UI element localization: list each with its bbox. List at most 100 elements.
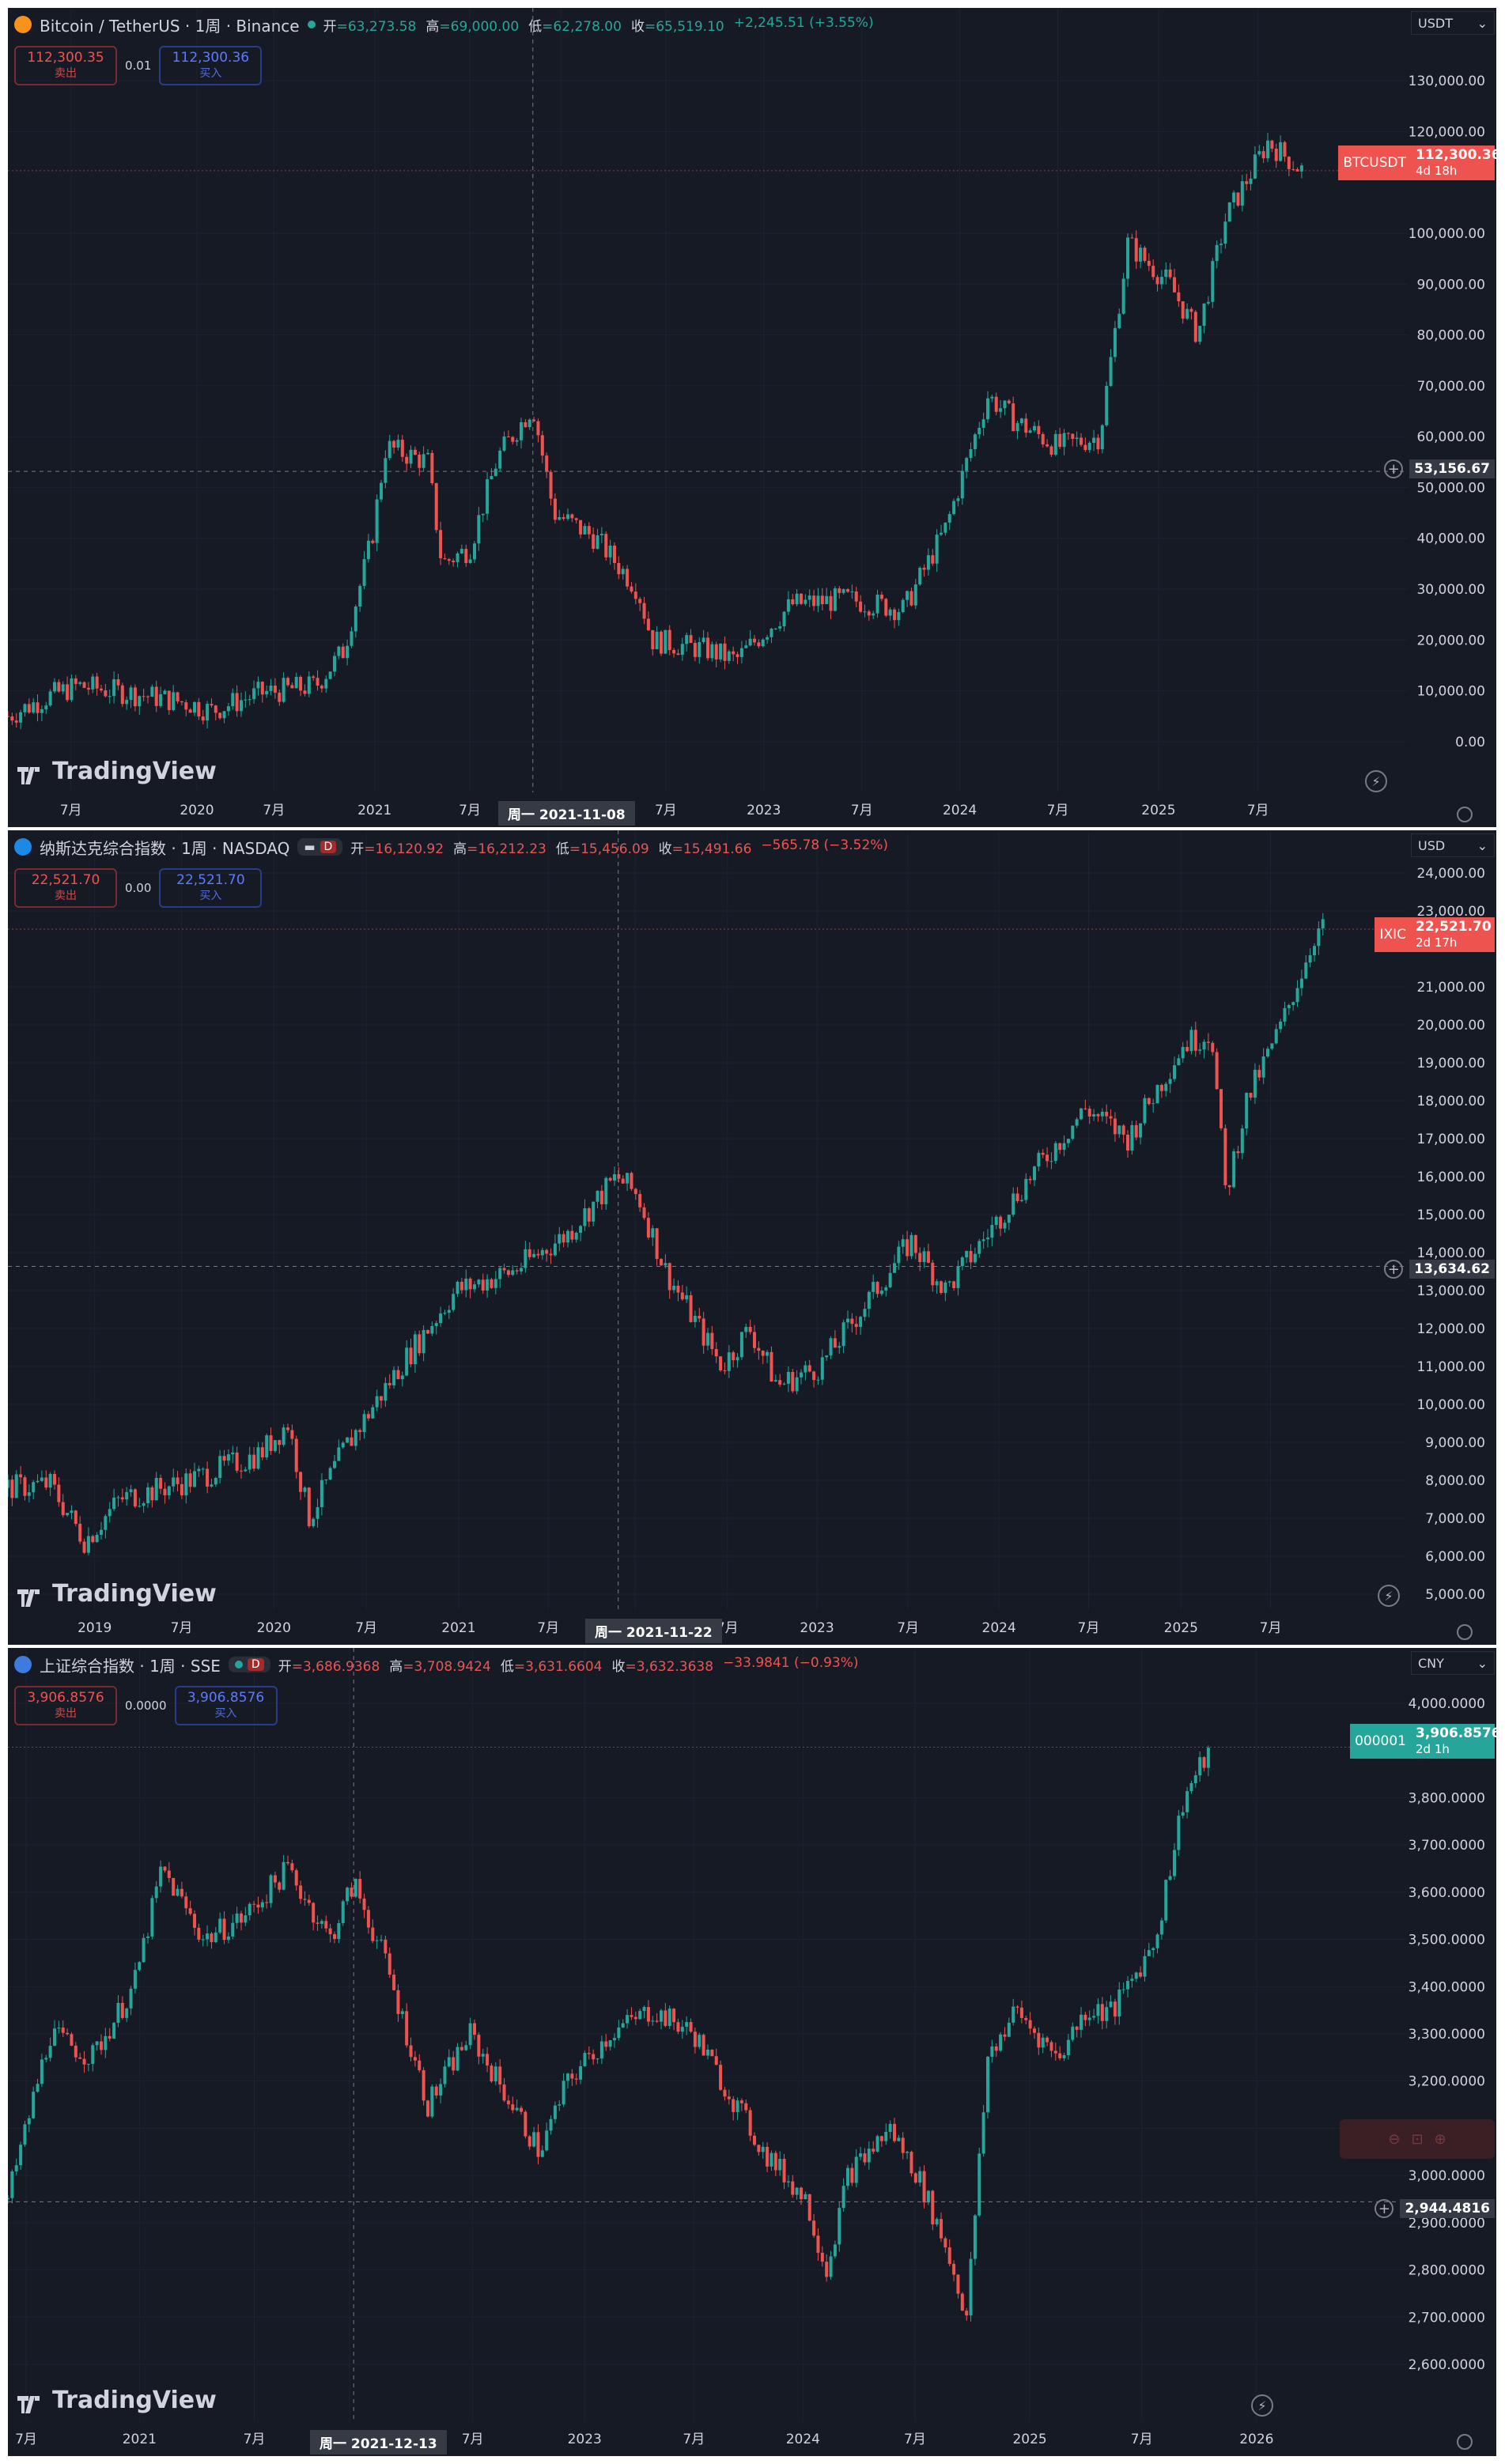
lightning-icon[interactable]: ⚡ [1378,1585,1400,1607]
candlestick-chart[interactable]: 4,000.0000 3,800.0000 3,700.0000 3,600.0000… [8,1648,1496,2456]
candle-body [931,2190,935,2224]
market-status-dot[interactable] [307,21,316,28]
zoom-controls[interactable]: ⊖ ⊡ ⊕ [1340,2119,1495,2159]
y-tick-label: 15,000.00 [1416,1207,1485,1223]
x-tick-label: 2024 [982,1620,1016,1636]
candle-body [1274,1029,1278,1044]
add-alert-icon[interactable]: + [1375,2199,1394,2218]
nasdaq-icon[interactable] [14,838,32,856]
candle-body [10,716,14,721]
candle-body [506,436,510,438]
candle-body [40,2059,43,2084]
candle-body [53,2028,56,2046]
candle-body [396,1990,400,2014]
symbol-title[interactable]: 纳斯达克综合指数 · 1周 · NASDAQ [40,838,290,858]
buy-button[interactable]: 22,521.70 买入 [159,868,263,908]
candle-body [608,546,612,557]
candle-body [698,2035,701,2047]
chart-panel-sse[interactable]: 4,000.0000 3,800.0000 3,700.0000 3,600.0000… [8,1648,1496,2456]
candle-body [468,2023,472,2046]
lightning-icon[interactable]: ⚡ [1365,770,1387,792]
candle-body [100,2041,103,2050]
candle-body [829,595,833,611]
candlestick-chart[interactable]: 24,000.00 23,000.00 21,000.00 20,000.00 19,0… [8,830,1496,1645]
candle-body [53,682,56,692]
candle-body [1037,425,1041,435]
candle-body [1168,1876,1172,1880]
sell-button[interactable]: 22,521.70 卖出 [14,868,117,908]
candle-body [664,1263,667,1266]
candle-body [770,1351,773,1382]
settings-icon[interactable] [1457,2434,1473,2450]
candle-body [633,591,637,599]
candle-body [1033,1166,1036,1181]
candle-body [303,1487,307,1492]
candle-body [452,1294,456,1310]
candle-body [260,1902,264,1908]
settings-icon[interactable] [1457,1624,1473,1640]
candle-body [409,2045,413,2058]
candle-body [1151,1103,1155,1105]
candlestick-chart[interactable]: 130,000.00 120,000.00 100,000.00 90,000.00 8… [8,8,1496,827]
candle-body [1015,1193,1019,1201]
currency-select[interactable]: USD ⌄ [1411,833,1495,857]
sell-button[interactable]: 112,300.35 卖出 [14,46,117,85]
candle-body [638,1193,642,1207]
candle-body [1261,151,1265,159]
currency-select[interactable]: USDT ⌄ [1411,11,1495,35]
add-alert-icon[interactable]: + [1384,1260,1404,1279]
candle-body [27,1492,31,1496]
candle-body [812,595,816,607]
candle-body [621,1178,625,1184]
candle-body [333,656,336,672]
candle-body [502,1268,506,1271]
data-status-badge[interactable]: D [228,1657,270,1672]
y-tick-label: 40,000.00 [1416,531,1485,547]
candle-body [1100,425,1104,450]
candle-body [146,1936,149,1938]
tradingview-logo[interactable]: TradingView [17,2387,217,2414]
sell-button[interactable]: 3,906.8576 卖出 [14,1686,117,1725]
buy-button[interactable]: 112,300.36 买入 [159,46,263,85]
tradingview-logo[interactable]: TradingView [17,758,217,785]
symbol-title[interactable]: Bitcoin / TetherUS · 1周 · Binance [40,16,300,36]
add-alert-icon[interactable]: + [1384,459,1404,478]
candle-body [1202,1041,1206,1050]
settings-icon[interactable] [1457,807,1473,822]
candle-body [913,2173,917,2183]
candle-body [1206,1041,1210,1043]
data-status-badge[interactable]: ▬ D [297,838,343,856]
candle-body [1062,433,1066,448]
chart-panel-bitcoin[interactable]: 130,000.00 120,000.00 100,000.00 90,000.00 8… [8,8,1496,827]
candle-body [854,591,858,602]
candle-body [1249,178,1253,184]
candle-body [515,1270,519,1272]
candle-body [549,1253,553,1256]
candle-body [286,1861,289,1864]
candle-body [1151,266,1155,278]
candle-body [210,704,214,706]
currency-select[interactable]: CNY ⌄ [1411,1651,1495,1675]
sse-icon[interactable] [14,1656,32,1673]
tradingview-logo[interactable]: TradingView [17,1580,217,1608]
candle-body [473,1284,476,1290]
candle-body [380,482,383,500]
candle-body [240,700,243,712]
candle-body [1121,278,1125,314]
symbol-title[interactable]: 上证综合指数 · 1周 · SSE [40,1656,221,1676]
bitcoin-icon[interactable] [14,16,32,33]
candle-body [1087,1109,1091,1117]
candle-body [138,1962,142,1971]
minus-icon: ▬ [304,840,316,854]
chart-panel-nasdaq[interactable]: 24,000.00 23,000.00 21,000.00 20,000.00 19,0… [8,830,1496,1645]
candle-body [120,1497,124,1500]
candle-body [1299,165,1303,172]
lightning-icon[interactable]: ⚡ [1251,2394,1273,2417]
candle-body [540,2150,544,2157]
buy-button[interactable]: 3,906.8576 买入 [174,1686,278,1725]
candle-body [753,1332,756,1348]
candle-body [1164,1880,1168,1921]
spread-value: 0.00 [125,881,152,895]
candle-body [10,1480,14,1498]
candle-body [477,515,481,544]
